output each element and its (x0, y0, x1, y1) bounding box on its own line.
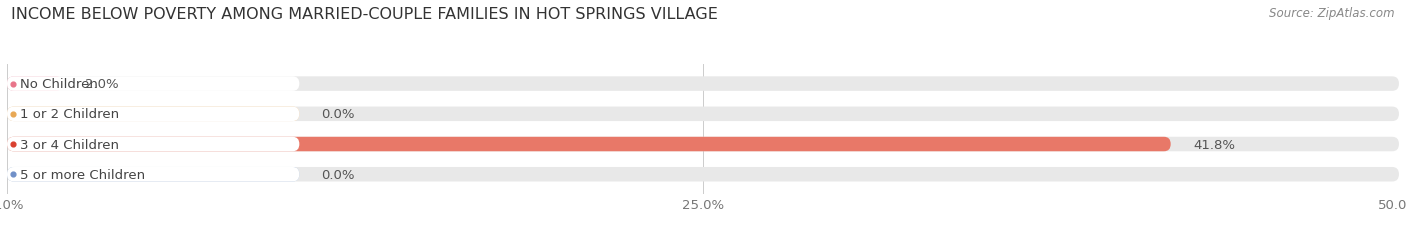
Text: 5 or more Children: 5 or more Children (20, 168, 145, 181)
FancyBboxPatch shape (7, 77, 63, 91)
Point (1, 173, 24, 176)
Point (1, 143, 24, 146)
FancyBboxPatch shape (7, 167, 299, 182)
Text: INCOME BELOW POVERTY AMONG MARRIED-COUPLE FAMILIES IN HOT SPRINGS VILLAGE: INCOME BELOW POVERTY AMONG MARRIED-COUPL… (11, 7, 718, 22)
FancyBboxPatch shape (7, 137, 1171, 152)
FancyBboxPatch shape (7, 77, 1399, 91)
Text: 0.0%: 0.0% (322, 108, 356, 121)
FancyBboxPatch shape (7, 137, 299, 152)
Point (1, 82, 24, 86)
Text: Source: ZipAtlas.com: Source: ZipAtlas.com (1270, 7, 1395, 20)
Text: 2.0%: 2.0% (84, 78, 118, 91)
Text: 3 or 4 Children: 3 or 4 Children (20, 138, 118, 151)
FancyBboxPatch shape (7, 107, 1399, 122)
FancyBboxPatch shape (7, 77, 299, 91)
FancyBboxPatch shape (7, 107, 299, 122)
Point (1, 112, 24, 116)
Text: 1 or 2 Children: 1 or 2 Children (20, 108, 120, 121)
Text: No Children: No Children (20, 78, 97, 91)
FancyBboxPatch shape (7, 167, 1399, 182)
FancyBboxPatch shape (7, 107, 299, 122)
FancyBboxPatch shape (7, 167, 299, 182)
Text: 41.8%: 41.8% (1192, 138, 1234, 151)
Text: 0.0%: 0.0% (322, 168, 356, 181)
FancyBboxPatch shape (7, 137, 1399, 152)
